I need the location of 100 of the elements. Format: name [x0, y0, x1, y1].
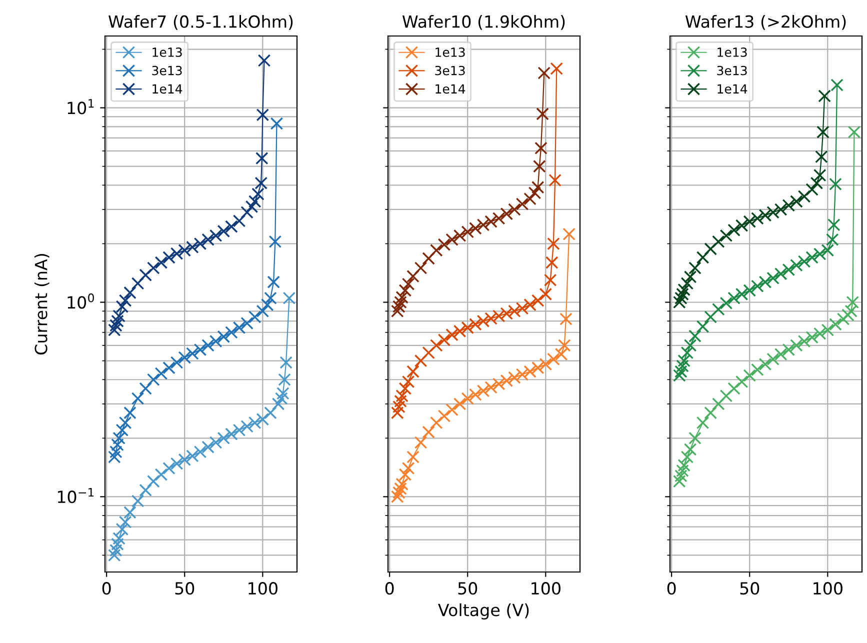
point	[170, 247, 184, 260]
point	[398, 382, 412, 395]
point	[484, 380, 498, 394]
point	[672, 474, 686, 488]
point	[178, 453, 191, 466]
point	[735, 288, 748, 301]
point	[209, 229, 222, 242]
chart-title: Wafer10 (1.9kOhm)	[402, 15, 565, 30]
point	[516, 368, 529, 381]
point	[110, 446, 122, 458]
point	[758, 358, 772, 371]
point	[280, 356, 292, 369]
point	[112, 310, 126, 322]
y-tick-label: 10$^{0}$	[68, 293, 94, 309]
point	[270, 117, 284, 130]
point	[766, 206, 780, 219]
point	[751, 212, 764, 225]
point	[829, 178, 842, 191]
point	[116, 300, 129, 313]
point	[162, 462, 176, 475]
point	[547, 237, 560, 250]
point	[116, 522, 129, 536]
point	[392, 486, 406, 499]
point	[516, 198, 529, 210]
point	[217, 432, 230, 445]
point	[836, 312, 850, 326]
point	[560, 312, 572, 326]
point	[534, 142, 548, 155]
point	[264, 406, 277, 420]
point	[282, 292, 296, 305]
point	[818, 90, 831, 102]
point	[531, 361, 544, 374]
point	[124, 406, 136, 420]
point	[806, 183, 818, 196]
point	[524, 365, 536, 378]
point	[394, 394, 407, 408]
point	[232, 424, 246, 437]
point	[217, 330, 230, 344]
x-tick-label: 50	[175, 582, 194, 595]
point	[782, 198, 796, 212]
point	[728, 224, 740, 236]
point	[217, 224, 230, 238]
point	[394, 296, 407, 309]
point	[751, 280, 764, 293]
legend-label: 1e13	[718, 47, 747, 57]
point	[396, 478, 408, 491]
point	[154, 468, 168, 481]
point	[829, 318, 842, 331]
point	[680, 346, 694, 360]
chart-title: Wafer13 (>2kOhm)	[685, 15, 846, 30]
legend-label: 3e13	[152, 66, 182, 76]
point	[278, 373, 291, 386]
point	[558, 339, 571, 352]
point	[396, 389, 408, 402]
point	[712, 398, 725, 410]
point	[743, 215, 756, 228]
point	[676, 464, 689, 478]
point	[276, 386, 290, 400]
point	[500, 374, 514, 388]
point	[766, 272, 780, 285]
point	[678, 458, 690, 472]
point	[131, 277, 144, 290]
x-tick-label: 0	[667, 582, 676, 595]
point	[548, 174, 562, 187]
point	[240, 316, 254, 330]
point	[256, 412, 270, 426]
legend-label: 1e13	[436, 47, 465, 57]
x-tick-label: 100	[248, 582, 278, 595]
point	[846, 296, 860, 309]
point	[118, 516, 132, 529]
point	[108, 548, 121, 562]
point	[492, 310, 506, 322]
point	[531, 180, 544, 194]
point	[110, 319, 122, 332]
point	[728, 292, 740, 305]
point	[258, 54, 271, 67]
point	[116, 424, 129, 437]
point	[268, 235, 282, 248]
point	[815, 150, 828, 164]
point	[453, 324, 466, 338]
point	[438, 410, 451, 422]
point	[684, 443, 697, 456]
point	[712, 235, 725, 248]
point	[255, 152, 268, 165]
point	[111, 538, 124, 551]
legend-label: 1e14	[436, 84, 466, 94]
point	[680, 450, 694, 464]
point	[240, 420, 254, 433]
legend-label: 3e13	[435, 66, 465, 76]
point	[743, 369, 756, 382]
point	[813, 327, 826, 340]
point	[414, 262, 428, 274]
point	[209, 436, 222, 449]
point	[508, 304, 521, 318]
point	[735, 375, 748, 388]
point	[476, 314, 490, 328]
point	[508, 203, 521, 216]
point	[810, 176, 824, 190]
point	[124, 506, 136, 519]
point	[528, 186, 542, 200]
